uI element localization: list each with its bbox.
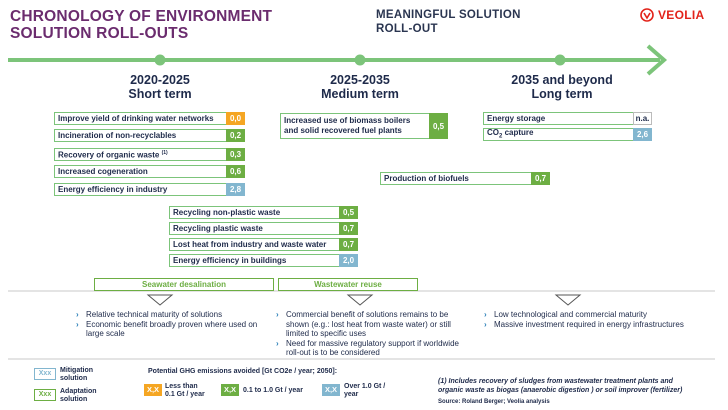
value-badge: 0,3 bbox=[226, 148, 245, 161]
solution-energy-storage: Energy storage bbox=[483, 112, 634, 125]
solution-biofuels: Production of biofuels bbox=[380, 172, 532, 185]
note-item: › Massive investment required in energy i… bbox=[484, 319, 684, 329]
veolia-logo-icon bbox=[640, 8, 654, 22]
timeline-marker-long bbox=[554, 54, 566, 66]
legend-chip-high: X,X bbox=[322, 384, 340, 396]
value-badge: 0,6 bbox=[226, 165, 245, 178]
value-badge: 2,0 bbox=[339, 254, 358, 267]
period-short: 2020-2025 Short term bbox=[90, 73, 230, 101]
footnote: (1) Includes recovery of sludges from wa… bbox=[438, 378, 683, 394]
note-item: › Economic benefit broadly proven where u… bbox=[76, 319, 258, 339]
period-medium-term: Medium term bbox=[321, 87, 399, 101]
solution-biomass-boilers: Increased use of biomass boilers and sol… bbox=[280, 113, 430, 139]
solution-recycling-plastic: Recycling plastic waste bbox=[169, 222, 340, 235]
legend-mitigation-box: Xxx bbox=[34, 368, 56, 380]
solution-drinking-water: Improve yield of drinking water networks bbox=[54, 112, 227, 125]
logo-text: VEOLIA bbox=[658, 8, 705, 22]
adaptation-seawater-desalination: Seawater desalination bbox=[94, 278, 274, 291]
solution-organic-waste: Recovery of organic waste (1) bbox=[54, 148, 227, 161]
note-item: › Relative technical maturity of solution… bbox=[76, 310, 223, 319]
legend-chip-low: X,X bbox=[144, 384, 162, 396]
note-item: › Low technological and commercial maturi… bbox=[484, 310, 647, 319]
period-medium-years: 2025-2035 bbox=[330, 73, 390, 87]
period-long-years: 2035 and beyond bbox=[511, 73, 613, 87]
subtitle-line-2: ROLL-OUT bbox=[376, 23, 438, 35]
value-badge: 2,8 bbox=[226, 183, 245, 196]
value-badge: 0,0 bbox=[226, 112, 245, 125]
notes-long-term: › Low technological and commercial maturi… bbox=[484, 310, 710, 329]
legend-mid-label: 0.1 to 1.0 Gt / year bbox=[243, 387, 303, 394]
value-badge: 0,5 bbox=[339, 206, 358, 219]
title-line-2: SOLUTION ROLL-OUTS bbox=[10, 25, 189, 42]
period-long: 2035 and beyond Long term bbox=[478, 73, 646, 101]
value-badge: 0,7 bbox=[531, 172, 550, 185]
legend-adaptation-label: Adaptation solution bbox=[60, 388, 97, 403]
period-long-term: Long term bbox=[531, 87, 593, 101]
value-badge: 0,5 bbox=[429, 113, 448, 139]
legend-mitigation-label: Mitigation solution bbox=[60, 367, 94, 382]
solution-recycling-non-plastic: Recycling non-plastic waste bbox=[169, 206, 340, 219]
period-medium: 2025-2035 Medium term bbox=[290, 73, 430, 101]
period-short-term: Short term bbox=[128, 87, 192, 101]
notes-short-term: › Relative technical maturity of solution… bbox=[76, 310, 268, 339]
value-badge: 0,7 bbox=[339, 222, 358, 235]
note-item: › Need for massive regulatory support if … bbox=[276, 338, 459, 358]
solution-incineration: Incineration of non-recyclables bbox=[54, 129, 227, 142]
solution-energy-industry: Energy efficiency in industry bbox=[54, 183, 227, 196]
footnote-ref: (1) bbox=[161, 150, 168, 157]
page-title: CHRONOLOGY OF ENVIRONMENT SOLUTION ROLL-… bbox=[10, 8, 272, 42]
solution-lost-heat: Lost heat from industry and waste water bbox=[169, 238, 340, 251]
timeline-marker-short bbox=[154, 54, 166, 66]
value-badge: 0,7 bbox=[339, 238, 358, 251]
timeline-marker-medium bbox=[354, 54, 366, 66]
legend-adaptation-box: Xxx bbox=[34, 389, 56, 401]
note-item: › Commercial benefit of solutions remains… bbox=[276, 310, 451, 338]
legend-chip-mid: X,X bbox=[221, 384, 239, 396]
solution-energy-buildings: Energy efficiency in buildings bbox=[169, 254, 340, 267]
legend-ghg-title: Potential GHG emissions avoided [Gt CO2e… bbox=[148, 368, 338, 375]
value-badge: 0,2 bbox=[226, 129, 245, 142]
source-note: Source: Roland Berger; Veolia analysis bbox=[438, 399, 550, 405]
title-line-1: CHRONOLOGY OF ENVIRONMENT bbox=[10, 8, 273, 25]
notes-medium-term: › Commercial benefit of solutions remains… bbox=[276, 310, 464, 358]
value-badge: n.a. bbox=[633, 112, 652, 125]
legend-low-label: Less than 0.1 Gt / year bbox=[165, 383, 205, 398]
solution-cogeneration: Increased cogeneration bbox=[54, 165, 227, 178]
veolia-logo: VEOLIA bbox=[640, 8, 704, 22]
subtitle: MEANINGFUL SOLUTION ROLL-OUT bbox=[376, 8, 521, 36]
adaptation-wastewater-reuse: Wastewater reuse bbox=[278, 278, 418, 291]
subtitle-line-1: MEANINGFUL SOLUTION bbox=[376, 9, 521, 21]
solution-co2-capture: CO2 capture bbox=[483, 128, 634, 141]
value-badge: 2,6 bbox=[633, 128, 652, 141]
period-short-years: 2020-2025 bbox=[130, 73, 190, 87]
legend-high-label: Over 1.0 Gt / year bbox=[344, 383, 386, 398]
